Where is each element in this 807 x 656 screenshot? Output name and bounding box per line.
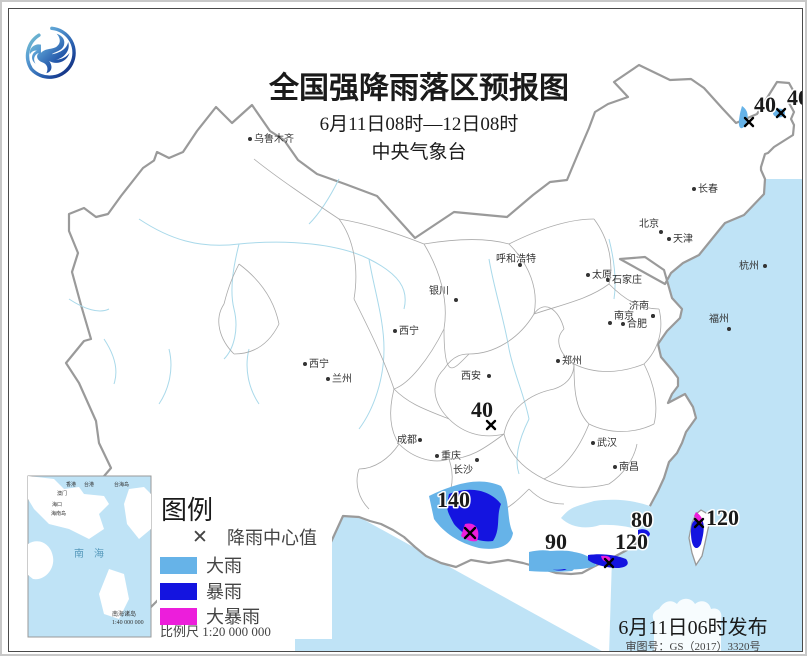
svg-text:南昌: 南昌 [619, 460, 639, 473]
svg-text:40: 40 [754, 92, 776, 117]
svg-text:香港: 香港 [66, 481, 76, 488]
svg-text:呼和浩特: 呼和浩特 [496, 253, 536, 265]
svg-text:6月11日06时发布: 6月11日06时发布 [618, 616, 767, 639]
svg-text:西宁: 西宁 [399, 324, 419, 337]
svg-text:兰州: 兰州 [332, 372, 352, 385]
svg-text:银川: 银川 [429, 284, 449, 297]
svg-text:比例尺 1:20 000 000: 比例尺 1:20 000 000 [160, 624, 271, 639]
svg-text:福州: 福州 [709, 312, 729, 325]
svg-text:大雨: 大雨 [206, 556, 242, 576]
svg-text:乌鲁木齐: 乌鲁木齐 [254, 132, 294, 145]
svg-text:120: 120 [615, 529, 648, 554]
svg-text:海口: 海口 [52, 501, 62, 508]
svg-text:南海诸岛: 南海诸岛 [112, 610, 136, 618]
svg-text:90: 90 [545, 529, 567, 554]
svg-text:石家庄: 石家庄 [612, 273, 642, 286]
svg-text:海南岛: 海南岛 [51, 510, 66, 517]
svg-text:武汉: 武汉 [597, 436, 617, 449]
svg-text:台港: 台港 [84, 481, 94, 488]
svg-text:暴雨: 暴雨 [206, 582, 242, 602]
svg-text:140: 140 [437, 487, 470, 512]
svg-text:杭州: 杭州 [739, 259, 759, 272]
svg-text:6月11日08时—12日08时: 6月11日08时—12日08时 [320, 113, 519, 135]
svg-text:40: 40 [787, 85, 803, 110]
svg-text:中央气象台: 中央气象台 [371, 141, 466, 163]
svg-text:北京: 北京 [639, 217, 659, 230]
svg-text:澳门: 澳门 [57, 490, 67, 497]
svg-text:天津: 天津 [673, 233, 693, 245]
svg-text:✕: ✕ [192, 527, 208, 548]
svg-text:120: 120 [706, 505, 739, 530]
svg-text:图例: 图例 [161, 496, 213, 525]
svg-text:南 海: 南 海 [74, 547, 104, 560]
svg-text:成都: 成都 [397, 434, 417, 446]
svg-text:西宁: 西宁 [309, 357, 329, 370]
svg-text:西安: 西安 [461, 369, 481, 382]
svg-text:审图号：GS（2017）3320号: 审图号：GS（2017）3320号 [625, 639, 760, 652]
svg-text:40: 40 [471, 397, 493, 422]
svg-text:长春: 长春 [698, 183, 718, 195]
svg-text:降雨中心值: 降雨中心值 [227, 528, 317, 548]
svg-text:长沙: 长沙 [453, 464, 473, 476]
svg-text:80: 80 [631, 507, 653, 532]
svg-text:南京: 南京 [614, 309, 634, 322]
svg-text:全国强降雨落区预报图: 全国强降雨落区预报图 [268, 71, 569, 105]
svg-text:台海岛: 台海岛 [114, 481, 129, 488]
svg-text:1:40 000 000: 1:40 000 000 [112, 620, 144, 626]
